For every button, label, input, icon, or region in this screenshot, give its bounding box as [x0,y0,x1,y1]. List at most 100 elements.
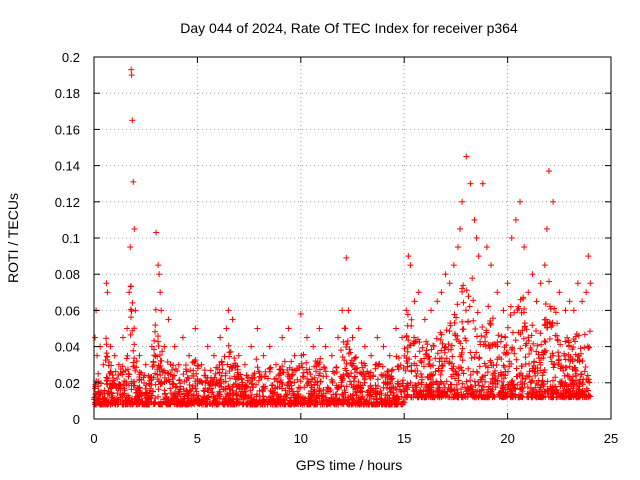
noise-point [451,386,458,393]
noise-point [171,372,178,379]
x-tick-label: 10 [294,431,308,446]
noise-point [168,397,175,404]
data-point [128,72,135,79]
noise-point [388,367,395,374]
data-point [415,289,422,296]
noise-point [150,374,157,381]
noise-point [445,346,452,353]
noise-point [491,376,498,383]
noise-point [546,303,553,310]
noise-point [557,341,564,348]
noise-point [401,345,408,352]
data-point [153,229,160,236]
noise-point [408,362,415,369]
noise-point [531,359,538,366]
noise-point [437,371,444,378]
noise-point [157,380,164,387]
noise-point [368,401,375,408]
data-point [316,325,323,332]
noise-point [471,354,478,361]
noise-point [402,367,409,374]
noise-point [523,326,530,333]
data-point [127,244,134,251]
noise-point [445,360,452,367]
noise-point [313,368,320,375]
noise-point [524,384,531,391]
noise-point [99,395,106,402]
noise-point [286,374,293,381]
noise-point [418,374,425,381]
noise-point [332,391,339,398]
noise-point [248,375,255,382]
noise-point [507,388,514,395]
noise-point [348,370,355,377]
noise-point [410,387,417,394]
noise-point [434,385,441,392]
noise-point [316,370,323,377]
noise-point [586,379,593,386]
noise-point [505,350,512,357]
noise-point [291,379,298,386]
noise-point [517,345,524,352]
noise-point [359,364,366,371]
noise-point [354,384,361,391]
noise-point [399,377,406,384]
noise-point [447,388,454,395]
noise-point [338,347,345,354]
noise-point [458,351,465,358]
noise-point [356,401,363,408]
noise-point [111,380,118,387]
noise-point [515,303,522,310]
noise-point [550,377,557,384]
data-point [260,352,267,359]
noise-point [201,388,208,395]
noise-point [139,390,146,397]
noise-point [262,373,269,380]
y-tick-label: 0.18 [55,86,80,101]
noise-point [574,353,581,360]
noise-point [510,385,517,392]
noise-point [106,370,113,377]
noise-point [509,329,516,336]
y-tick-label: 0 [73,412,80,427]
noise-point [415,391,422,398]
noise-point [404,382,411,389]
data-point [479,180,486,187]
noise-point [100,398,107,405]
noise-point [339,354,346,361]
noise-point [130,347,137,354]
noise-point [502,389,509,396]
noise-point [552,332,559,339]
noise-point [267,387,274,394]
noise-point [159,348,166,355]
noise-point [347,349,354,356]
noise-point [109,372,116,379]
noise-point [463,378,470,385]
noise-point [548,386,555,393]
noise-point [297,384,304,391]
data-point [421,316,428,323]
noise-point [322,368,329,375]
noise-point [224,361,231,368]
data-point [579,298,586,305]
noise-point [542,338,549,345]
noise-point [194,365,201,372]
data-point [279,334,286,341]
noise-point [253,381,260,388]
noise-point [562,338,569,345]
noise-point [367,383,374,390]
noise-point [504,324,511,331]
noise-point [460,326,467,333]
noise-point [155,338,162,345]
noise-point [558,379,565,386]
noise-point [498,333,505,340]
noise-point [478,332,485,339]
x-tick-label: 0 [90,431,97,446]
noise-point [436,389,443,396]
noise-point [454,390,461,397]
data-point [459,198,466,205]
data-point [111,352,118,359]
noise-point [576,358,583,365]
noise-point [555,337,562,344]
noise-point [467,371,474,378]
